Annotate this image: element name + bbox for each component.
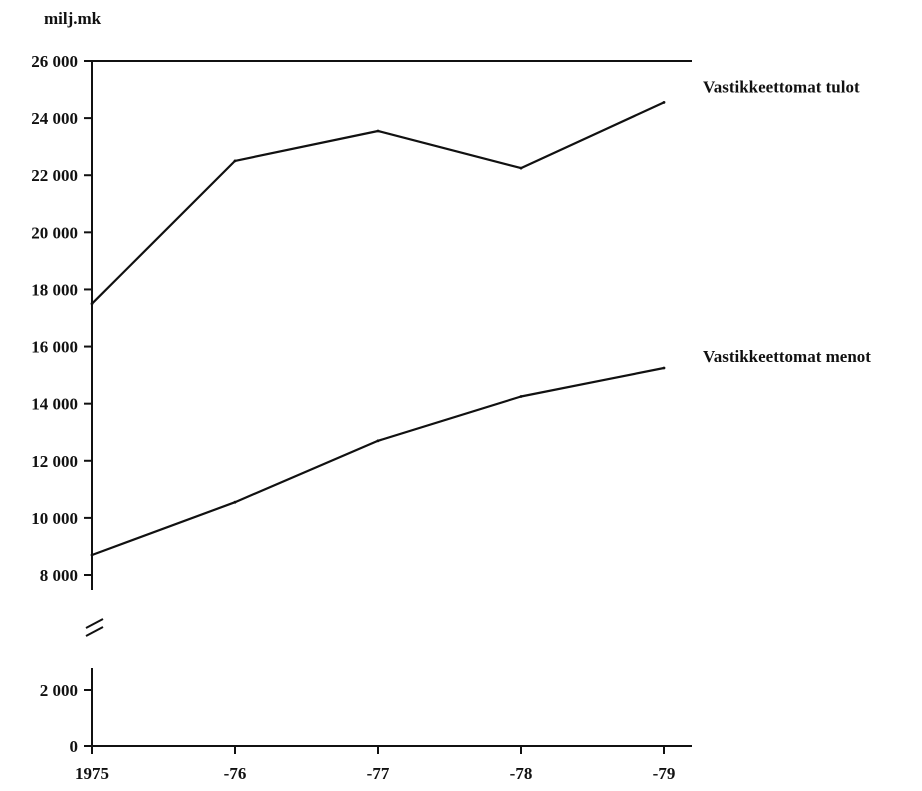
series-line-2 bbox=[91, 366, 665, 557]
series-label-1: Vastikkeettomat tulot bbox=[703, 77, 860, 96]
data-point bbox=[519, 166, 523, 170]
y-tick: 14 000 bbox=[31, 395, 92, 414]
y-tick-label: 8 000 bbox=[40, 566, 78, 585]
x-tick-label: -79 bbox=[653, 764, 676, 783]
y-tick-label: 14 000 bbox=[31, 395, 78, 414]
data-point bbox=[376, 439, 380, 443]
data-point bbox=[90, 302, 94, 306]
series-layer: Vastikkeettomat tulot Vastikkeettomat men… bbox=[90, 77, 871, 557]
x-tick-label: -77 bbox=[367, 764, 390, 783]
y-tick-label: 26 000 bbox=[31, 52, 78, 71]
y-ticks: 26 000 24 000 22 000 20 000 18 000 16 000 14 0… bbox=[31, 52, 92, 756]
y-tick: 24 000 bbox=[31, 109, 92, 128]
x-tick: -79 bbox=[653, 746, 676, 783]
y-tick: 0 bbox=[70, 737, 92, 756]
y-tick-label: 0 bbox=[70, 737, 79, 756]
y-tick: 12 000 bbox=[31, 452, 92, 471]
y-tick: 26 000 bbox=[31, 52, 92, 71]
data-point bbox=[233, 500, 237, 504]
x-ticks: 1975 -76 -77 -78 -79 bbox=[75, 746, 675, 783]
data-point bbox=[376, 129, 380, 133]
data-point bbox=[519, 395, 523, 398]
x-tick-label: 1975 bbox=[75, 764, 109, 783]
y-tick-label: 18 000 bbox=[31, 280, 78, 299]
y-tick: 8 000 bbox=[40, 566, 92, 585]
y-tick-label: 20 000 bbox=[31, 223, 78, 242]
data-point bbox=[662, 366, 666, 370]
x-tick: -78 bbox=[510, 746, 533, 783]
series-label-2: Vastikkeettomat menot bbox=[703, 347, 871, 366]
x-tick: -77 bbox=[367, 746, 390, 783]
y-tick: 16 000 bbox=[31, 338, 92, 357]
y-tick-label: 16 000 bbox=[31, 338, 78, 357]
y-tick-label: 24 000 bbox=[31, 109, 78, 128]
y-tick: 10 000 bbox=[31, 509, 92, 528]
x-tick-label: -78 bbox=[510, 764, 533, 783]
data-point bbox=[90, 553, 94, 557]
y-tick: 2 000 bbox=[40, 681, 92, 700]
x-tick: -76 bbox=[224, 746, 247, 783]
series-line-1 bbox=[91, 101, 665, 305]
y-tick: 22 000 bbox=[31, 166, 92, 185]
y-tick-label: 10 000 bbox=[31, 509, 78, 528]
x-tick-label: -76 bbox=[224, 764, 247, 783]
x-tick: 1975 bbox=[75, 746, 109, 783]
y-tick: 20 000 bbox=[31, 223, 92, 242]
y-unit-label: milj.mk bbox=[44, 9, 102, 28]
y-tick-label: 12 000 bbox=[31, 452, 78, 471]
axis-break-mark bbox=[85, 618, 104, 637]
y-tick-label: 22 000 bbox=[31, 166, 78, 185]
y-tick-label: 2 000 bbox=[40, 681, 78, 700]
data-point bbox=[233, 159, 237, 163]
axes bbox=[85, 60, 692, 747]
y-tick: 18 000 bbox=[31, 280, 92, 299]
data-point bbox=[662, 101, 666, 104]
